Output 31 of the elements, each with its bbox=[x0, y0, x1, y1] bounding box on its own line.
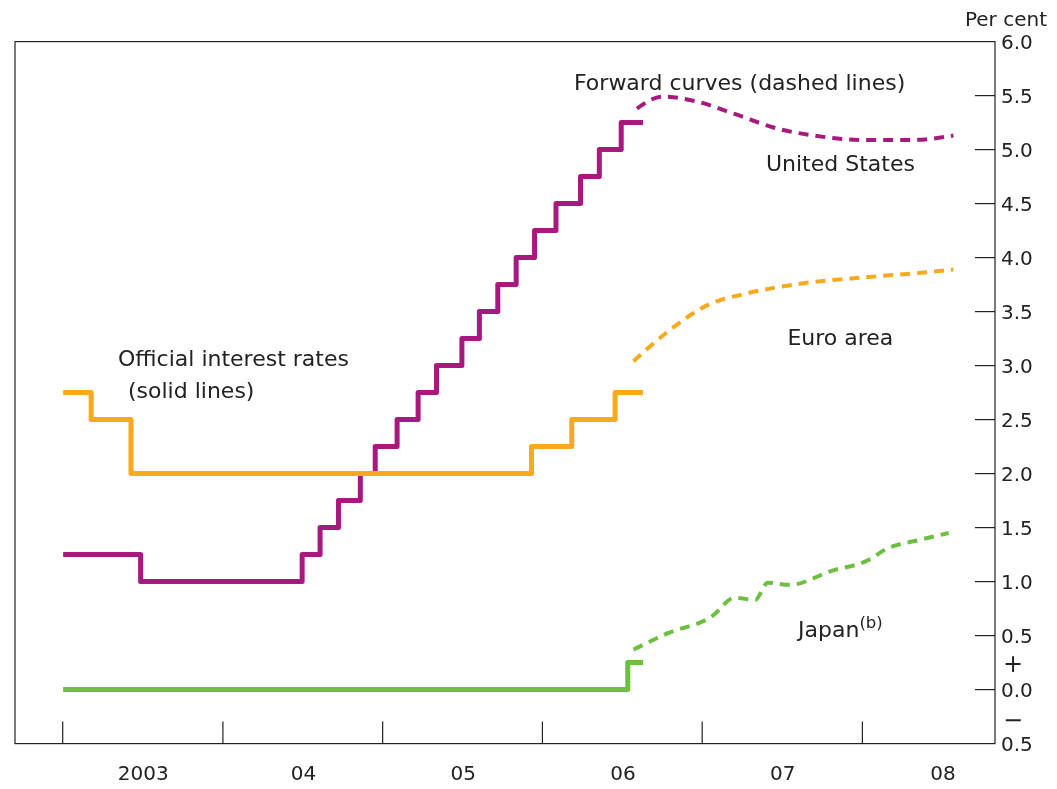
y-tick-label: 4.5 bbox=[1001, 191, 1033, 216]
y-tick-label: 0.5 bbox=[1001, 623, 1033, 648]
y-tick-label: 5.0 bbox=[1001, 137, 1033, 162]
x-tick-label: 05 bbox=[450, 760, 476, 785]
y-tick-label: 5.5 bbox=[1001, 83, 1033, 108]
y-tick-label: 3.5 bbox=[1001, 299, 1033, 324]
x-tick-label: 07 bbox=[770, 760, 796, 785]
series-label: Euro area bbox=[787, 325, 894, 351]
line-series bbox=[631, 267, 956, 364]
y-axis-title: Per cent bbox=[964, 7, 1048, 31]
series-label: Japan$^{(b)}$ bbox=[796, 612, 883, 642]
y-tick-label: 4.0 bbox=[1001, 245, 1033, 270]
text: + bbox=[1002, 649, 1024, 678]
x-tick-label: 08 bbox=[930, 760, 956, 785]
annotation: Forward curves (dashed lines) bbox=[574, 70, 906, 95]
y-tick-label: 1.5 bbox=[1001, 515, 1033, 540]
y-tick-label: 0.5 bbox=[1001, 731, 1033, 756]
annotation: Official interest rates (solid lines) bbox=[118, 346, 349, 403]
y-tick-label: 3.0 bbox=[1001, 353, 1033, 378]
text: − bbox=[1002, 705, 1024, 734]
line-series bbox=[631, 531, 951, 652]
x-tick-label: 04 bbox=[290, 760, 317, 785]
series-label: United States bbox=[765, 151, 915, 177]
y-tick-label: 2.5 bbox=[1001, 407, 1033, 432]
line-series bbox=[634, 94, 956, 142]
x-tick-label: 06 bbox=[610, 760, 636, 785]
y-tick-label: 2.0 bbox=[1001, 461, 1033, 486]
x-tick-label: 2003 bbox=[117, 760, 169, 785]
y-tick-label: 6.0 bbox=[1001, 29, 1033, 54]
y-tick-label: 0.0 bbox=[1001, 677, 1033, 702]
y-tick-label: 1.0 bbox=[1001, 569, 1033, 594]
